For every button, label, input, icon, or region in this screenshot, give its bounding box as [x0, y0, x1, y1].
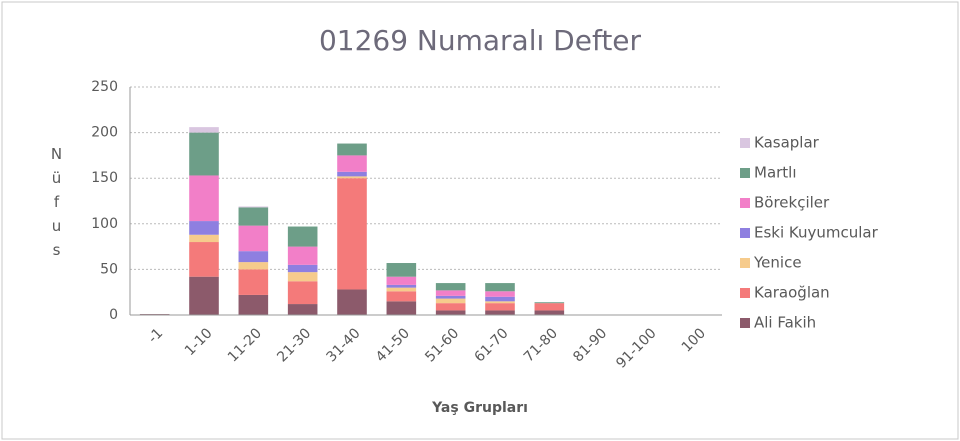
bar-segment [435, 295, 466, 299]
legend-label: Martlı [754, 164, 797, 182]
legend-swatch [740, 318, 750, 328]
chart-title: 01269 Numaralı Defter [319, 24, 642, 57]
legend-swatch [740, 138, 750, 148]
legend-label: Yenice [753, 254, 802, 272]
legend-label: Börekçiler [754, 194, 830, 212]
bar-segment [287, 304, 318, 315]
bar-segment [435, 303, 466, 311]
bar-segment [287, 246, 318, 265]
legend-label: Karaoğlan [754, 284, 830, 302]
bar-segment [238, 206, 269, 208]
legend-swatch [740, 198, 750, 208]
bar-segment [386, 263, 417, 277]
bar-segment [238, 207, 269, 226]
x-axis-label: Yaş Grupları [431, 400, 528, 416]
bar-segment [238, 251, 269, 263]
bar-segment [287, 281, 318, 305]
bar-segment [435, 283, 466, 291]
bar-segment [386, 301, 417, 315]
bar-segment [386, 284, 417, 288]
bar-segment [238, 225, 269, 252]
bar-segment [337, 289, 367, 315]
bar-segment [337, 178, 367, 290]
legend-label: Ali Fakih [754, 314, 816, 332]
bar-segment [189, 132, 219, 176]
bar-segment [485, 283, 515, 292]
bar-segment [386, 287, 417, 292]
bar-segment [238, 294, 269, 315]
legend-swatch [740, 258, 750, 268]
bar-segment [238, 262, 269, 270]
bar-segment [287, 264, 318, 273]
bar-segment [485, 310, 515, 315]
bar-segment [534, 302, 565, 304]
bar-segment [534, 310, 565, 315]
bar-segment [189, 276, 219, 315]
bar-segment [435, 298, 466, 304]
y-axis-label: Nüfus [48, 145, 66, 265]
bar-segment [287, 226, 318, 247]
legend-swatch [740, 228, 750, 238]
bar-segment [238, 269, 269, 295]
bar-segment [534, 303, 565, 311]
bar-segment [485, 303, 515, 311]
bar-segment [189, 127, 219, 133]
bar-segment [337, 143, 367, 156]
y-tick-label: 150 [91, 170, 118, 186]
bar-segment [189, 221, 219, 235]
y-tick-label: 50 [100, 261, 118, 277]
bar-segment [485, 301, 515, 304]
legend-swatch [740, 288, 750, 298]
legend-label: Kasaplar [754, 134, 820, 152]
bar-segment [386, 276, 417, 285]
legend-label: Eski Kuyumcular [754, 224, 879, 242]
y-tick-label: 100 [91, 216, 118, 232]
bar-segment [337, 171, 367, 177]
bar-segment [189, 234, 219, 243]
bar-segment [287, 272, 318, 282]
bar-segment [189, 242, 219, 277]
legend-swatch [740, 168, 750, 178]
bar-segment [485, 291, 515, 297]
bar-segment [189, 175, 219, 222]
bar-segment [485, 296, 515, 302]
y-tick-label: 0 [109, 307, 118, 323]
bar-segment [435, 290, 466, 296]
bar-segment [337, 155, 367, 172]
bar-segment [337, 176, 367, 179]
bar-segment [435, 310, 466, 315]
y-tick-label: 200 [91, 125, 118, 141]
bar-segment [386, 291, 417, 302]
y-tick-label: 250 [91, 79, 118, 95]
